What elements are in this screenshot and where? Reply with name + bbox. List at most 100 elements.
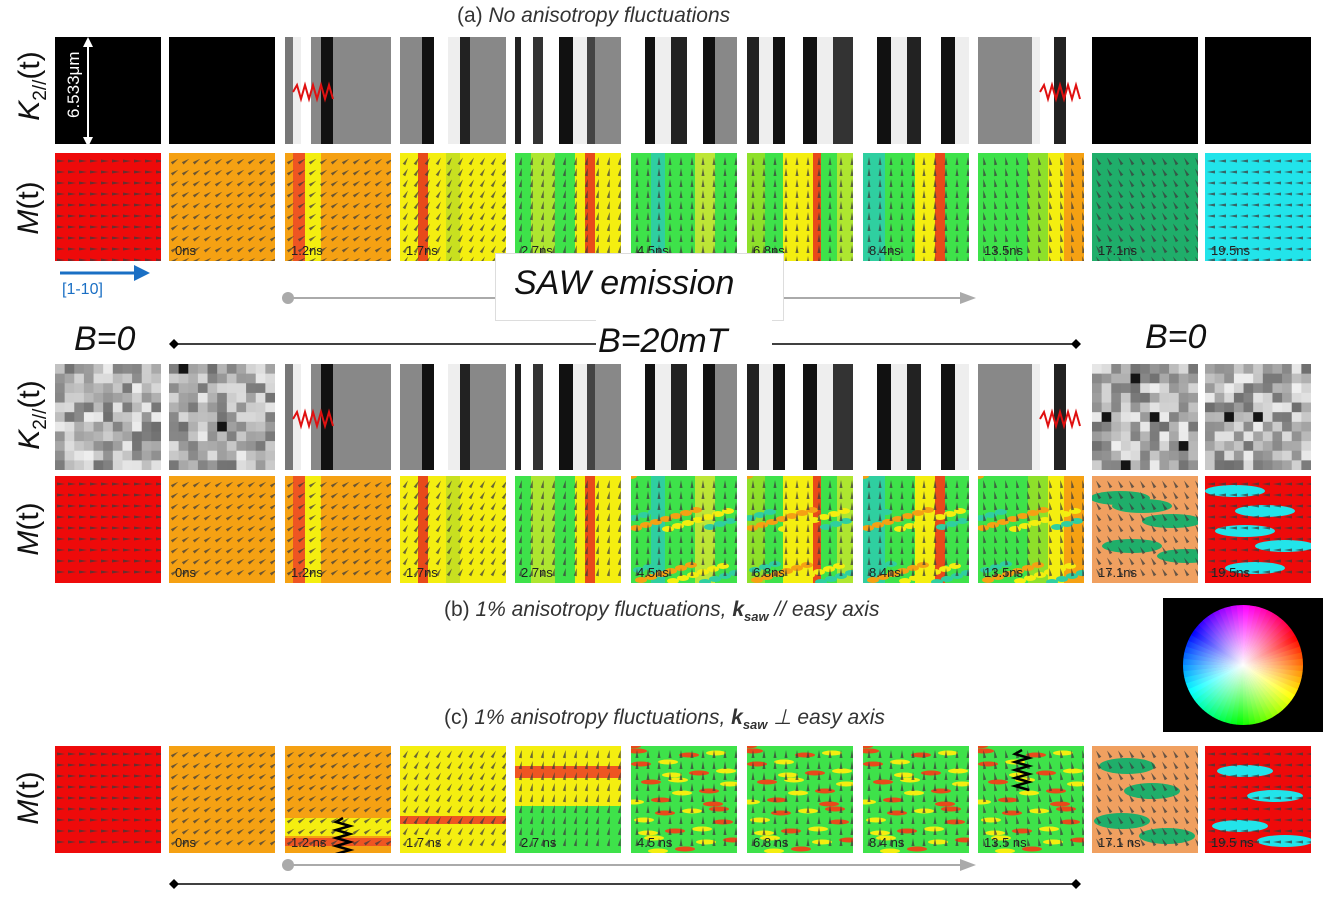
kn-panel-b-3 [400, 364, 506, 470]
field-left-label: B=0 [74, 320, 136, 358]
k-main: K [13, 429, 46, 450]
caption-c-sub: saw [742, 717, 768, 733]
caption-a-text: No anisotropy fluctuations [488, 4, 731, 27]
mb-panel-b-6: 6.8ns [747, 476, 853, 583]
row-label-m-c: M(t) [12, 758, 48, 838]
kn-panel-b-4 [515, 364, 621, 470]
time-label: 4.5 ns [637, 835, 673, 850]
mc-panel-c-1: 0ns [169, 746, 275, 853]
m-panel-a-5: 4.5ns [631, 153, 737, 261]
time-label: 0ns [175, 835, 196, 850]
time-label: 1.7 ns [406, 835, 442, 850]
k-panel-a-6 [747, 37, 853, 144]
m-main: M [12, 209, 45, 235]
field-right-label: B=0 [1145, 318, 1207, 356]
row-label-k-b: K2//(t) [13, 370, 51, 460]
m-panel-a-8: 13.5ns [978, 153, 1084, 261]
m-tail: (t) [12, 771, 45, 800]
mc-panel-c-5: 4.5 ns [631, 746, 737, 853]
time-label: 6.8 ns [753, 835, 789, 850]
scale-bar [83, 37, 93, 147]
mb-panel-b-9: 17.1ns [1092, 476, 1198, 583]
m-tail: (t) [12, 502, 45, 531]
caption-b-prefix: (b) [444, 598, 476, 621]
m-main: M [12, 530, 45, 556]
mc-panel-c-6: 6.8 ns [747, 746, 853, 853]
k-panel-a-10 [1205, 37, 1311, 144]
mc-panel-c-4: 2.7 ns [515, 746, 621, 853]
mb-panel-b-2: 1.2ns [285, 476, 391, 583]
m-main: M [12, 799, 45, 825]
time-label: 2.7ns [521, 565, 553, 580]
caption-b-text: 1% anisotropy fluctuations, [475, 598, 733, 621]
caption-c-text: 1% anisotropy fluctuations, [474, 706, 732, 729]
time-label: 8.4ns [869, 243, 901, 258]
time-label: 8.4 ns [869, 835, 905, 850]
caption-b: (b) 1% anisotropy fluctuations, ksaw // … [444, 598, 879, 624]
m-panel-a-3: 1.7ns [400, 153, 506, 261]
row-label-k-a: K2//(t) [13, 41, 51, 131]
k-panel-a-1 [169, 37, 275, 144]
mb-panel-b-1: 0ns [169, 476, 275, 583]
mb-panel-b-5: 4.5ns [631, 476, 737, 583]
m-panel-a-0 [55, 153, 161, 261]
k-tail: (t) [13, 51, 46, 80]
caption-c-suffix: ⊥ easy axis [767, 706, 885, 729]
k-panel-a-8 [978, 37, 1084, 144]
kn-panel-b-9 [1092, 364, 1198, 470]
time-label: 8.4ns [869, 565, 901, 580]
mc-panel-c-3: 1.7 ns [400, 746, 506, 853]
row-label-m-b: M(t) [12, 489, 48, 569]
k-panel-a-3 [400, 37, 506, 144]
direction-label: [1-10] [62, 281, 103, 298]
caption-c: (c) 1% anisotropy fluctuations, ksaw ⊥ e… [444, 705, 885, 732]
time-label: 13.5ns [984, 565, 1024, 580]
k-panel-a-9 [1092, 37, 1198, 144]
time-label: 1.7ns [406, 243, 438, 258]
time-label: 17.1ns [1098, 243, 1138, 258]
time-label: 17.1ns [1098, 565, 1138, 580]
field-mid-box [596, 320, 772, 364]
m-panel-a-2: 1.2ns [285, 153, 391, 261]
mb-panel-b-3: 1.7ns [400, 476, 506, 583]
mc-panel-c-9: 17.1 ns [1092, 746, 1198, 853]
time-label: 19.5ns [1211, 243, 1251, 258]
caption-a: (a) No anisotropy fluctuations [457, 4, 730, 28]
mb-panel-b-0 [55, 476, 161, 583]
time-label: 6.8ns [753, 565, 785, 580]
kn-panel-b-0 [55, 364, 161, 470]
k-sub: 2// [30, 79, 51, 101]
mc-panel-c-0 [55, 746, 161, 853]
saw-emission-box [495, 253, 784, 321]
time-label: 1.2ns [291, 565, 323, 580]
m-panel-a-4: 2.7ns [515, 153, 621, 261]
time-label: 19.5 ns [1211, 835, 1254, 850]
field-line-bottom [169, 879, 1081, 889]
time-label: 1.7ns [406, 565, 438, 580]
time-label: 2.7 ns [521, 835, 557, 850]
row-label-m-a: M(t) [12, 168, 48, 248]
time-label: 17.1 ns [1098, 835, 1141, 850]
k-panel-a-5 [631, 37, 737, 144]
caption-b-suffix: // easy axis [768, 598, 880, 621]
kn-panel-b-7 [863, 364, 969, 470]
time-label: 13.5ns [984, 243, 1024, 258]
caption-c-prefix: (c) [444, 706, 475, 729]
mc-panel-c-2: 1.2 ns [285, 746, 391, 853]
time-label: 4.5ns [637, 565, 669, 580]
color-wheel-legend [1163, 598, 1323, 732]
kn-panel-b-6 [747, 364, 853, 470]
k-panel-a-2 [285, 37, 391, 144]
direction-arrow-icon [60, 265, 150, 281]
mb-panel-b-4: 2.7ns [515, 476, 621, 583]
m-panel-a-7: 8.4ns [863, 153, 969, 261]
k-panel-a-4 [515, 37, 621, 144]
m-panel-a-10: 19.5ns [1205, 153, 1311, 261]
k-panel-a-7 [863, 37, 969, 144]
caption-b-k: k [732, 598, 744, 621]
mc-panel-c-10: 19.5 ns [1205, 746, 1311, 853]
time-label: 13.5 ns [984, 835, 1027, 850]
m-panel-a-6: 6.8ns [747, 153, 853, 261]
m-panel-a-9: 17.1ns [1092, 153, 1198, 261]
saw-emission-label: SAW emission [514, 264, 735, 302]
